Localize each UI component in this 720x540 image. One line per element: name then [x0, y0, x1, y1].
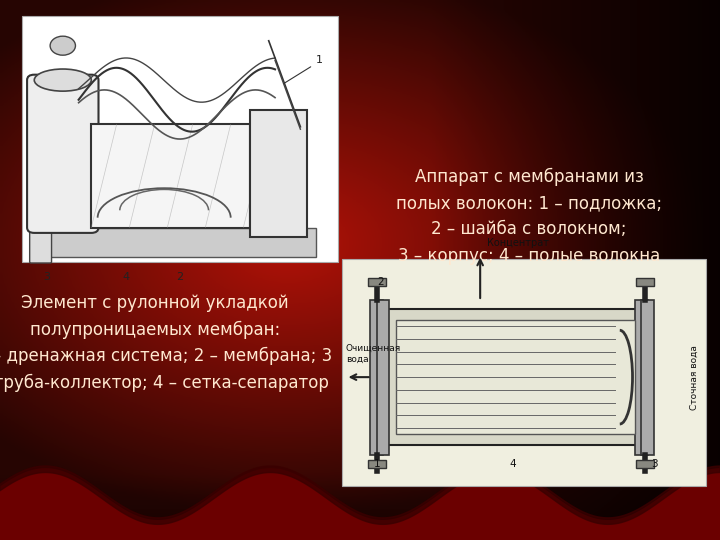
Text: Аппарат с мембранами из
полых волокон: 1 – подложка;
2 – шайба с волокном;
3 – к: Аппарат с мембранами из полых волокон: 1… [396, 167, 662, 265]
Text: 2: 2 [377, 277, 384, 287]
Bar [368, 460, 386, 468]
Bar [370, 300, 383, 455]
Bar [22, 16, 338, 262]
FancyBboxPatch shape [30, 217, 52, 263]
Bar [635, 300, 648, 455]
Text: Элемент с рулонной укладкой
полупроницаемых мембран:
1 – дренажная система; 2 – : Элемент с рулонной укладкой полупроницае… [0, 294, 333, 392]
Ellipse shape [35, 69, 91, 91]
Text: 4: 4 [122, 272, 130, 282]
Bar [37, 227, 316, 257]
Circle shape [50, 36, 76, 55]
Text: 3: 3 [43, 272, 50, 282]
Text: Концентрат: Концентрат [487, 238, 549, 248]
Bar [342, 259, 706, 486]
Bar [250, 110, 307, 238]
Bar [386, 309, 640, 445]
Text: Сточная вода: Сточная вода [690, 345, 699, 409]
Bar [642, 300, 654, 455]
Text: 3: 3 [651, 459, 657, 469]
Text: 1: 1 [316, 56, 323, 65]
Bar [377, 300, 390, 455]
Bar [368, 278, 386, 286]
Text: 4: 4 [510, 459, 516, 469]
Bar [636, 278, 654, 286]
Bar [636, 460, 654, 468]
Text: 1: 1 [374, 459, 380, 469]
Bar [91, 124, 250, 227]
FancyBboxPatch shape [27, 75, 99, 233]
Text: 2: 2 [176, 272, 184, 282]
Text: Очищенная
вода: Очищенная вода [346, 344, 401, 363]
Bar [396, 320, 635, 434]
Polygon shape [0, 468, 720, 540]
